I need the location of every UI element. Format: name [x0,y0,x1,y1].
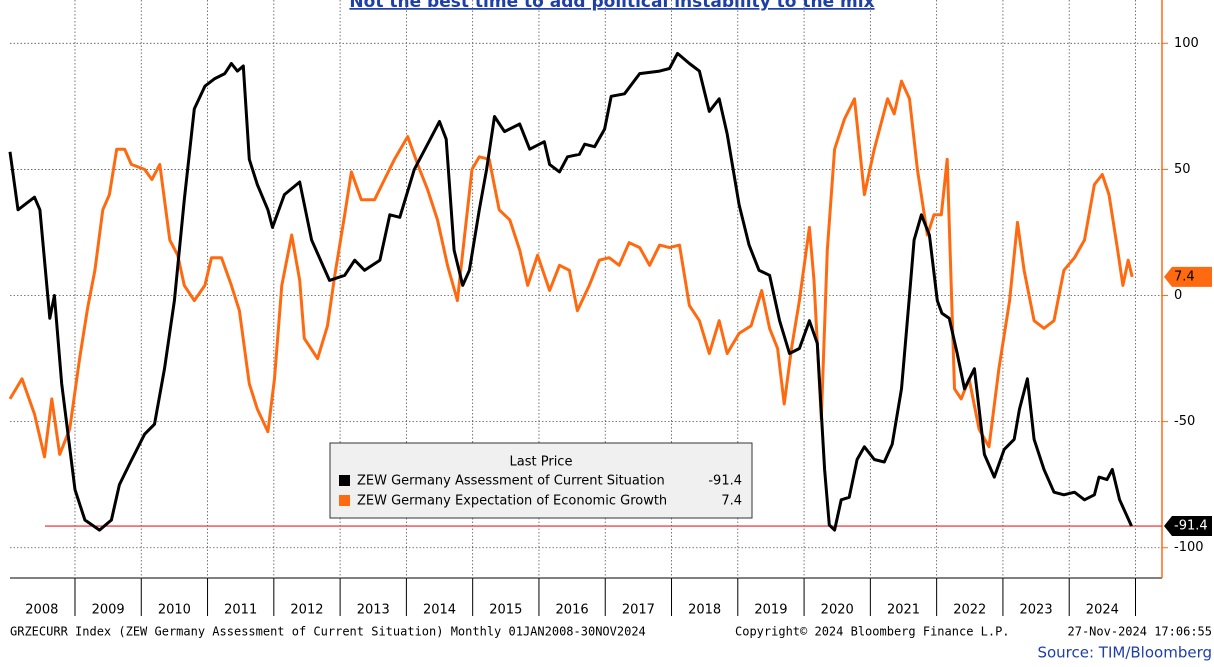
y-tick-label: -100 [1174,540,1204,555]
x-tick-label: 2008 [25,603,58,618]
x-tick-label: 2018 [688,603,721,618]
y-tick-label: 0 [1174,288,1182,303]
legend-value: -91.4 [708,474,742,489]
footer-copyright: Copyright© 2024 Bloomberg Finance L.P. [735,625,1010,639]
chart-title: Not the best time to add political insta… [349,0,874,12]
x-tick-label: 2024 [1086,603,1119,618]
x-tick-label: 2011 [224,603,257,618]
footer-index: GRZECURR Index (ZEW Germany Assessment o… [10,625,646,639]
last-value-box [1164,266,1212,287]
x-tick-label: 2021 [887,603,920,618]
x-tick-label: 2015 [489,603,522,618]
x-tick-label: 2023 [1020,603,1053,618]
footer-timestamp: 27-Nov-2024 17:06:55 [1068,625,1213,639]
x-tick-label: 2016 [556,603,589,618]
line-series [8,51,1133,532]
x-tick-label: 2017 [622,603,655,618]
y-tick-label: 100 [1174,36,1199,51]
legend-box [329,442,753,519]
y-tick-label: 50 [1174,162,1191,177]
x-tick-label: 2013 [357,603,390,618]
last-value-box [1164,516,1212,537]
x-tick-label: 2014 [423,603,456,618]
x-tick-label: 2010 [158,603,191,618]
x-tick-label: 2020 [821,603,854,618]
legend-label: ZEW Germany Expectation of Economic Grow… [357,494,667,509]
last-value-label: 7.4 [1174,269,1195,284]
last-value-label: -91.4 [1174,519,1208,534]
line-series [8,79,1134,459]
legend-label: ZEW Germany Assessment of Current Situat… [357,474,665,489]
legend-swatch [339,475,350,486]
x-tick-label: 2019 [754,603,787,618]
x-tick-label: 2022 [953,603,986,618]
legend-value: 7.4 [721,494,742,509]
legend-swatch [339,495,350,506]
legend: Last Price ZEW Germany Assessment of Curr… [329,442,753,519]
source: Source: TIM/Bloomberg [1037,644,1212,662]
y-tick-label: -50 [1174,414,1195,429]
x-tick-label: 2009 [92,603,125,618]
x-tick-label: 2012 [290,603,323,618]
legend-title: Last Price [510,455,573,470]
